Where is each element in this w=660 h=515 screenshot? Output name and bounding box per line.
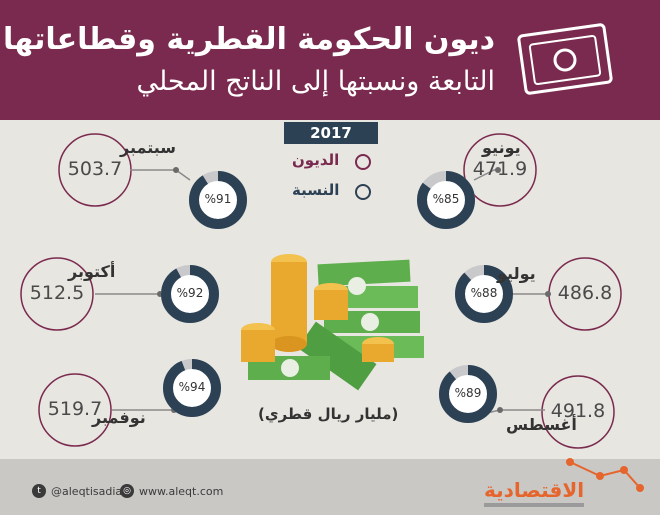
debt-value-label: 471.9 xyxy=(472,158,528,180)
year-tab: 2017 xyxy=(284,122,378,144)
ratio-ring-arc xyxy=(439,365,497,423)
connector-dot xyxy=(495,167,501,173)
connector-dot xyxy=(173,167,179,173)
banknote-icon xyxy=(517,23,613,95)
title-line-2: التابعة ونسبتها إلى الناتج المحلي xyxy=(136,66,495,97)
website-text: www.aleqt.com xyxy=(139,484,224,498)
month-label: سبتمبر xyxy=(120,138,177,157)
brand-logo: الاقتصادية xyxy=(484,478,585,502)
twitter-handle: t @aleqtisadiah xyxy=(32,484,129,498)
twitter-icon: t xyxy=(32,484,46,498)
header-banner xyxy=(0,0,660,120)
ratio-label: %88 xyxy=(470,286,498,300)
ratio-ring-arc xyxy=(455,265,513,323)
ratio-label: %94 xyxy=(178,380,206,394)
legend-ratio-label: النسبة xyxy=(292,181,340,199)
ratio-ring-arc xyxy=(161,265,219,323)
ratio-label: %92 xyxy=(176,286,204,300)
unit-label: (مليار ريال قطري) xyxy=(258,405,399,423)
ratio-ring-arc xyxy=(417,171,475,229)
ratio-label: %85 xyxy=(432,192,460,206)
brand-underline xyxy=(484,503,584,507)
connector-dot xyxy=(545,291,551,297)
connector-dot xyxy=(497,407,503,413)
month-label: يونيو xyxy=(482,138,521,157)
debt-value-circle xyxy=(463,133,537,207)
ratio-ring-arc xyxy=(163,359,221,417)
month-label: نوفمبر xyxy=(92,408,146,427)
debt-value-circle xyxy=(20,257,94,331)
website-link[interactable]: ◎ www.aleqt.com xyxy=(120,484,223,498)
title-line-1: ديون الحكومة القطرية وقطاعاتها xyxy=(3,22,495,57)
ratio-label: %89 xyxy=(454,386,482,400)
month-label: أغسطس xyxy=(506,415,577,434)
ratio-label: %91 xyxy=(204,192,232,206)
debt-value-label: 512.5 xyxy=(29,282,85,304)
debt-value-circle xyxy=(541,375,615,449)
legend-debt-label: الديون xyxy=(292,151,340,169)
legend-ratio-marker xyxy=(355,184,371,200)
debt-value-label: 503.7 xyxy=(67,158,123,180)
twitter-text: @aleqtisadiah xyxy=(51,484,130,498)
legend-debt-marker xyxy=(355,154,371,170)
month-label: يوليو xyxy=(497,264,536,283)
month-label: أكتوبر xyxy=(68,262,116,281)
debt-value-circle xyxy=(38,373,112,447)
money-illustration xyxy=(241,254,424,391)
debt-value-label: 486.8 xyxy=(557,282,613,304)
debt-value-label: 519.7 xyxy=(47,398,103,420)
debt-value-label: 491.8 xyxy=(550,400,606,422)
ratio-ring-arc xyxy=(189,171,247,229)
globe-icon: ◎ xyxy=(120,484,134,498)
